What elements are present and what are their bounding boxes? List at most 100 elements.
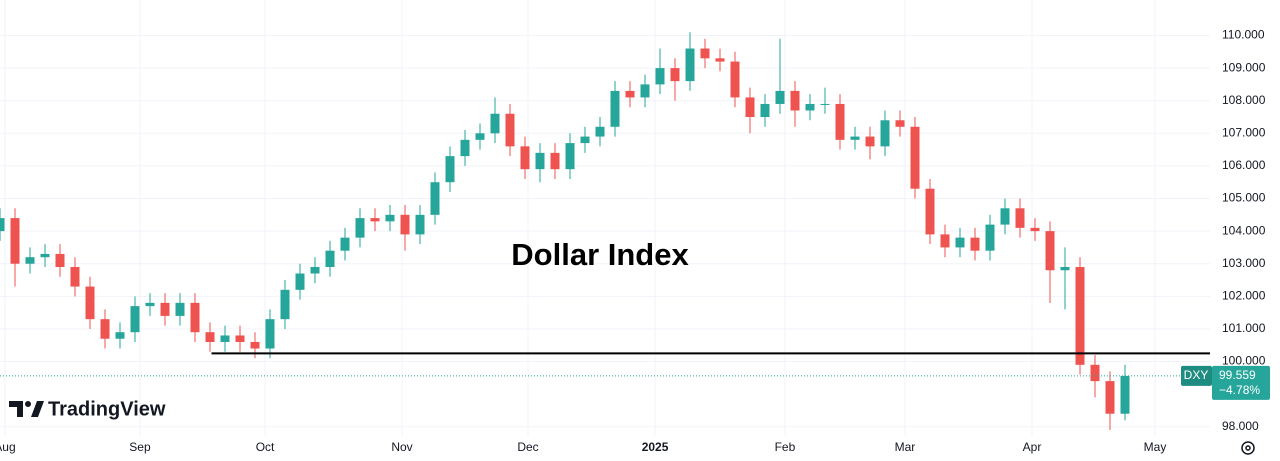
settings-core[interactable] <box>1245 445 1251 451</box>
x-tick-label: Mar <box>895 440 916 454</box>
candle-body <box>175 302 185 316</box>
candle-body <box>805 103 815 111</box>
x-tick-label: Apr <box>1023 440 1042 454</box>
candle-body <box>865 136 875 147</box>
candle-body <box>715 58 725 62</box>
candle-body <box>1030 227 1040 232</box>
candle-body <box>985 224 995 251</box>
candle-body <box>1045 231 1055 271</box>
candle-body <box>535 152 545 170</box>
candle-body <box>745 97 755 118</box>
y-tick-label: 100.000 <box>1222 354 1266 368</box>
price-tag <box>1212 365 1270 400</box>
settings-ring[interactable] <box>1241 441 1255 455</box>
candle-body <box>265 319 275 349</box>
candle-body <box>370 218 380 222</box>
y-tick-label: 104.000 <box>1222 223 1266 237</box>
candle-body <box>520 146 530 170</box>
candle-body <box>1075 266 1085 365</box>
y-tick-label: 98.000 <box>1222 419 1259 433</box>
candle-body <box>325 250 335 267</box>
candle-body <box>910 126 920 189</box>
x-tick-label: Nov <box>391 440 412 454</box>
candle-body <box>955 237 965 248</box>
candle-body <box>835 103 845 140</box>
candle-body <box>970 237 980 251</box>
candle-body <box>25 257 35 264</box>
candle-body <box>55 253 65 267</box>
candle-body <box>100 319 110 339</box>
candle-body <box>565 143 575 170</box>
candle-body <box>415 214 425 235</box>
candle-body <box>445 156 455 183</box>
candle-body <box>775 90 785 104</box>
candle-body <box>1000 208 1010 225</box>
y-tick-label: 106.000 <box>1222 158 1266 172</box>
candle-body <box>1090 364 1100 382</box>
candle-body <box>1015 208 1025 228</box>
x-tick-label: May <box>1144 440 1167 454</box>
candle-body <box>430 182 440 215</box>
chart-title: Dollar Index <box>511 237 689 272</box>
candle-body <box>700 48 710 59</box>
candle-body <box>235 335 245 342</box>
brand-logo: TradingView <box>9 398 166 420</box>
candle-body <box>925 188 935 235</box>
candle-body <box>205 332 215 342</box>
candle-body <box>355 218 365 238</box>
candle-body <box>475 133 485 140</box>
candle-body <box>160 302 170 316</box>
last-price-label: 99.559 <box>1219 368 1256 382</box>
candle-body <box>940 234 950 248</box>
candle-body <box>880 120 890 147</box>
x-tick-label: Oct <box>256 440 275 454</box>
candle-body <box>550 152 560 170</box>
candle-body <box>250 341 260 349</box>
candle-body <box>760 103 770 118</box>
candle-body <box>85 286 95 320</box>
candle-body <box>640 84 650 98</box>
y-tick-label: 109.000 <box>1222 60 1266 74</box>
candle-body <box>685 48 695 82</box>
y-tick-label: 105.000 <box>1222 191 1266 205</box>
x-tick-label: 2025 <box>642 440 669 454</box>
candle-body <box>655 68 665 85</box>
candle-body <box>400 214 410 235</box>
candle-body <box>895 120 905 127</box>
y-tick-label: 103.000 <box>1222 256 1266 270</box>
logo-mark <box>9 401 23 417</box>
candles <box>0 32 1130 431</box>
x-tick-label: Aug <box>0 440 16 454</box>
settings-icon[interactable] <box>1241 441 1255 455</box>
candle-body <box>0 218 5 232</box>
brand-name: TradingView <box>48 398 166 420</box>
candle-body <box>10 218 20 264</box>
candle-body <box>625 90 635 98</box>
candle-body <box>490 113 500 134</box>
candle-body <box>730 61 740 98</box>
y-tick-label: 110.000 <box>1222 28 1265 42</box>
candle-body <box>1105 381 1115 414</box>
candle-body <box>595 126 605 137</box>
x-tick-label: Feb <box>775 440 796 454</box>
logo-slash <box>31 401 44 417</box>
candle-body <box>310 266 320 274</box>
symbol-tag <box>1181 365 1212 386</box>
candle-body <box>610 90 620 127</box>
y-tick-label: 108.000 <box>1222 93 1266 107</box>
candle-body <box>820 103 830 105</box>
candle-body <box>220 335 230 342</box>
candle-body <box>340 237 350 251</box>
candle-body <box>1060 266 1070 271</box>
logo-dot <box>25 401 31 407</box>
candle-body <box>505 113 515 147</box>
x-tick-label: Dec <box>517 440 538 454</box>
candle-body <box>280 289 290 320</box>
candle-body <box>850 136 860 140</box>
symbol-label: DXY <box>1184 368 1209 382</box>
x-tick-label: Sep <box>129 440 151 454</box>
change-label: −4.78% <box>1219 383 1260 397</box>
